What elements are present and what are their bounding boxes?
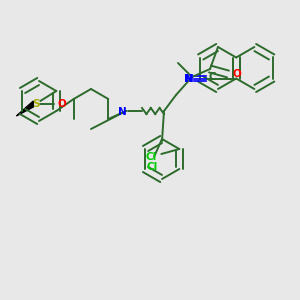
Text: O: O <box>58 99 67 109</box>
Text: C: C <box>208 73 216 82</box>
Text: N: N <box>184 74 192 84</box>
Text: Cl: Cl <box>146 162 158 172</box>
Text: O: O <box>232 69 242 79</box>
Polygon shape <box>16 101 33 116</box>
Text: Cl: Cl <box>146 152 157 162</box>
Text: N: N <box>185 74 194 83</box>
Text: S: S <box>33 99 40 109</box>
Text: N: N <box>118 107 126 117</box>
